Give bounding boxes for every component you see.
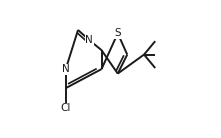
Text: Cl: Cl xyxy=(61,103,71,113)
Text: N: N xyxy=(62,64,70,74)
Text: S: S xyxy=(114,28,121,38)
Text: N: N xyxy=(85,35,93,45)
